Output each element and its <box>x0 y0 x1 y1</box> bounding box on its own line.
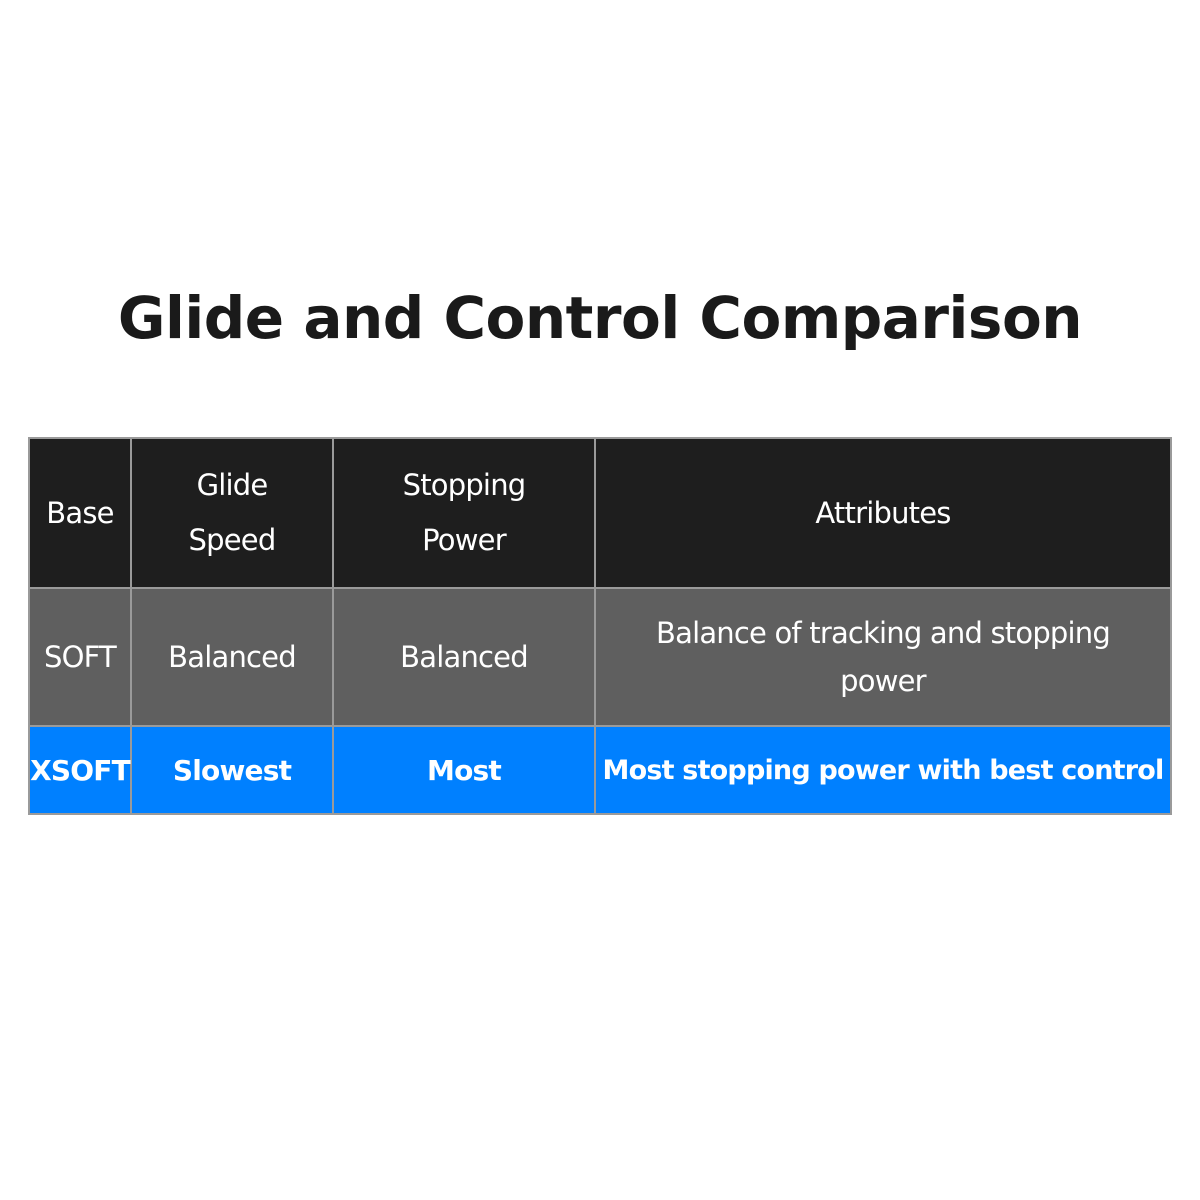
header-glide-speed: Glide Speed <box>130 437 334 589</box>
cell-glide-speed: Slowest <box>130 725 334 815</box>
header-stopping-power: Stopping Power <box>332 437 596 589</box>
table-row: SOFT Balanced Balanced Balance of tracki… <box>28 587 1172 727</box>
cell-attributes: Balance of tracking and stopping power <box>594 587 1172 727</box>
header-attributes: Attributes <box>594 437 1172 589</box>
cell-attributes: Most stopping power with best control <box>594 725 1172 815</box>
table-row: XSOFT Slowest Most Most stopping power w… <box>28 725 1172 815</box>
cell-base: XSOFT <box>28 725 132 815</box>
comparison-table: Base Glide Speed Stopping Power Attribut… <box>28 437 1172 815</box>
page-title: Glide and Control Comparison <box>117 284 1083 352</box>
cell-base: SOFT <box>28 587 132 727</box>
table-header-row: Base Glide Speed Stopping Power Attribut… <box>28 437 1172 589</box>
cell-glide-speed: Balanced <box>130 587 334 727</box>
cell-stopping-power: Most <box>332 725 596 815</box>
cell-stopping-power: Balanced <box>332 587 596 727</box>
header-base: Base <box>28 437 132 589</box>
